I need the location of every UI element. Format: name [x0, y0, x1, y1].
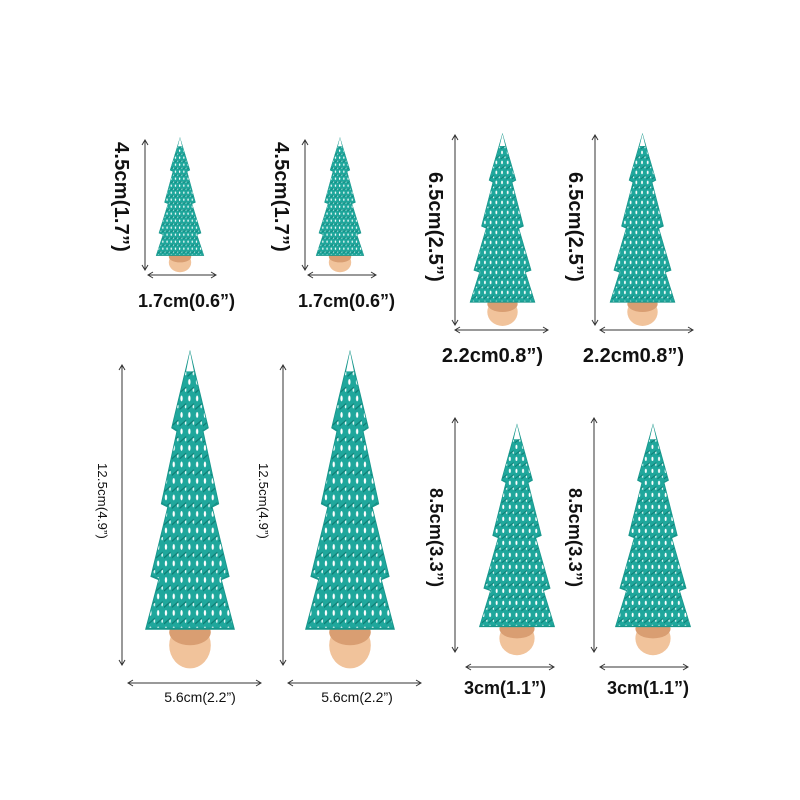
- height-label: 6.5cm(2.5”): [424, 172, 446, 283]
- width-dimension-line: [287, 679, 422, 687]
- height-label: 4.5cm(1.7”): [270, 142, 292, 253]
- height-label: 8.5cm(3.3”): [426, 488, 446, 588]
- height-dimension-line: [118, 364, 126, 666]
- width-label: 5.6cm(2.2”): [164, 689, 236, 705]
- height-dimension-line: [279, 364, 287, 666]
- width-label: 1.7cm(0.6”): [137, 291, 236, 311]
- height-dimension-line: [591, 134, 599, 326]
- width-label: 3cm(1.1”): [606, 678, 690, 698]
- width-label: 5.6cm(2.2”): [321, 689, 393, 705]
- height-dimension-line: [301, 139, 309, 271]
- tree-image: [478, 423, 556, 657]
- tree-image: [144, 349, 236, 671]
- height-dimension-line: [141, 139, 149, 271]
- width-dimension-line: [599, 326, 694, 334]
- tree-image: [315, 137, 365, 273]
- width-dimension-line: [454, 326, 549, 334]
- width-label: 3cm(1.1”): [463, 678, 547, 698]
- width-dimension-line: [599, 663, 689, 671]
- width-dimension-line: [147, 271, 217, 279]
- width-label: 1.7cm(0.6”): [297, 291, 396, 311]
- width-dimension-line: [307, 271, 377, 279]
- height-label: 6.5cm(2.5”): [564, 172, 586, 283]
- tree-image: [155, 137, 205, 273]
- height-label: 4.5cm(1.7”): [110, 142, 132, 253]
- width-dimension-line: [127, 679, 262, 687]
- tree-image: [614, 423, 692, 657]
- tree-image: [304, 349, 396, 671]
- height-label: 12.5cm(4.9”): [256, 463, 271, 540]
- tree-image: [609, 133, 676, 327]
- tree-image: [469, 133, 536, 327]
- width-label: 2.2cm0.8”): [441, 345, 544, 367]
- width-dimension-line: [465, 663, 555, 671]
- height-dimension-line: [590, 417, 598, 653]
- width-label: 2.2cm0.8”): [582, 345, 685, 367]
- height-dimension-line: [451, 417, 459, 653]
- height-label: 8.5cm(3.3”): [565, 488, 585, 588]
- height-dimension-line: [451, 134, 459, 326]
- height-label: 12.5cm(4.9”): [95, 463, 110, 540]
